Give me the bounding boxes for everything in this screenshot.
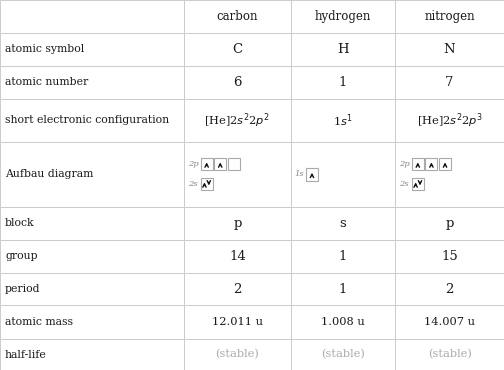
Bar — [395, 66, 504, 99]
Text: Aufbau diagram: Aufbau diagram — [5, 169, 93, 179]
Text: (stable): (stable) — [321, 349, 365, 360]
Text: [He]2$s^2$2$p^2$: [He]2$s^2$2$p^2$ — [205, 111, 270, 130]
Bar — [291, 33, 395, 66]
Bar — [395, 273, 504, 306]
Text: 14: 14 — [229, 250, 246, 263]
Bar — [291, 339, 395, 370]
Text: hydrogen: hydrogen — [315, 10, 371, 23]
Bar — [0, 339, 184, 370]
Text: H: H — [337, 43, 349, 56]
Bar — [0, 33, 184, 66]
Bar — [201, 178, 213, 190]
Bar — [395, 33, 504, 66]
Text: atomic symbol: atomic symbol — [5, 44, 84, 54]
Text: N: N — [444, 43, 456, 56]
Bar — [0, 66, 184, 99]
Bar — [184, 142, 291, 207]
Text: 7: 7 — [446, 76, 454, 89]
Bar — [0, 142, 184, 207]
Bar — [184, 306, 291, 339]
Bar — [395, 0, 504, 33]
Text: 2p: 2p — [188, 160, 199, 168]
Text: p: p — [233, 217, 241, 230]
Bar — [0, 0, 184, 33]
Bar — [0, 99, 184, 142]
Text: (stable): (stable) — [427, 349, 472, 360]
Text: 1$s^1$: 1$s^1$ — [333, 112, 353, 128]
Bar — [291, 306, 395, 339]
Text: p: p — [446, 217, 454, 230]
Bar — [184, 207, 291, 240]
Bar — [0, 273, 184, 306]
Bar — [291, 66, 395, 99]
Text: period: period — [5, 284, 40, 294]
Text: short electronic configuration: short electronic configuration — [5, 115, 169, 125]
Bar — [291, 273, 395, 306]
Bar — [395, 142, 504, 207]
Bar — [395, 240, 504, 273]
Bar — [291, 240, 395, 273]
Text: 6: 6 — [233, 76, 241, 89]
Bar — [0, 306, 184, 339]
Text: C: C — [232, 43, 242, 56]
Bar — [214, 158, 226, 170]
Text: carbon: carbon — [217, 10, 258, 23]
Text: 1s: 1s — [295, 170, 304, 178]
Bar — [291, 0, 395, 33]
Text: s: s — [340, 217, 346, 230]
Text: 2s: 2s — [399, 180, 409, 188]
Bar — [439, 158, 451, 170]
Bar — [184, 66, 291, 99]
Bar — [306, 168, 318, 181]
Text: nitrogen: nitrogen — [424, 10, 475, 23]
Bar — [184, 0, 291, 33]
Bar — [412, 178, 424, 190]
Bar — [425, 158, 437, 170]
Bar — [412, 158, 424, 170]
Text: 2: 2 — [446, 283, 454, 296]
Text: atomic mass: atomic mass — [5, 317, 73, 327]
Text: 2p: 2p — [399, 160, 410, 168]
Bar — [228, 158, 240, 170]
Text: (stable): (stable) — [215, 349, 260, 360]
Bar — [0, 207, 184, 240]
Text: 14.007 u: 14.007 u — [424, 317, 475, 327]
Text: 1: 1 — [339, 250, 347, 263]
Bar — [0, 240, 184, 273]
Bar — [201, 158, 213, 170]
Bar — [184, 99, 291, 142]
Text: 2: 2 — [233, 283, 241, 296]
Text: atomic number: atomic number — [5, 77, 88, 87]
Text: [He]2$s^2$2$p^3$: [He]2$s^2$2$p^3$ — [417, 111, 482, 130]
Bar — [395, 339, 504, 370]
Bar — [291, 142, 395, 207]
Bar — [184, 240, 291, 273]
Text: 15: 15 — [441, 250, 458, 263]
Bar — [184, 273, 291, 306]
Text: 1: 1 — [339, 76, 347, 89]
Text: 2s: 2s — [188, 180, 198, 188]
Text: half-life: half-life — [5, 350, 47, 360]
Bar — [184, 33, 291, 66]
Bar — [395, 306, 504, 339]
Text: 12.011 u: 12.011 u — [212, 317, 263, 327]
Bar — [395, 207, 504, 240]
Text: 1: 1 — [339, 283, 347, 296]
Bar — [291, 207, 395, 240]
Bar — [184, 339, 291, 370]
Bar — [395, 99, 504, 142]
Text: group: group — [5, 251, 38, 261]
Bar — [291, 99, 395, 142]
Text: block: block — [5, 218, 35, 228]
Text: 1.008 u: 1.008 u — [321, 317, 365, 327]
